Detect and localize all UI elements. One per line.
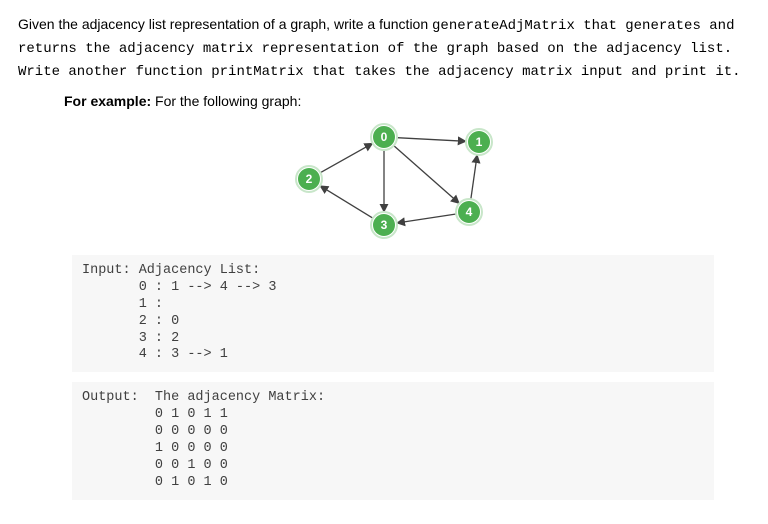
code-printMatrix: printMatrix <box>211 64 303 80</box>
edge <box>394 146 460 204</box>
graph-node-label: 2 <box>306 172 313 186</box>
output-block: Output: The adjacency Matrix: 0 1 0 1 1 … <box>72 382 714 499</box>
edge <box>397 138 466 142</box>
edge <box>320 186 373 218</box>
edge <box>471 155 477 199</box>
prompt-part1: Given the adjacency list representation … <box>18 16 432 32</box>
graph-node-label: 1 <box>476 135 483 149</box>
problem-statement: Given the adjacency list representation … <box>18 14 750 83</box>
edge <box>397 214 456 223</box>
graph-node-label: 0 <box>381 130 388 144</box>
graph-svg: 0 1 2 3 4 <box>254 117 514 247</box>
example-label: For example: For the following graph: <box>64 93 750 109</box>
graph-figure: 0 1 2 3 4 <box>18 117 750 247</box>
example-bold: For example: <box>64 93 151 109</box>
input-block: Input: Adjacency List: 0 : 1 --> 4 --> 3… <box>72 255 714 372</box>
prompt-part3: that takes the adjacency matrix input an… <box>304 64 741 80</box>
code-generateAdjMatrix: generateAdjMatrix <box>432 18 575 34</box>
example-rest: For the following graph: <box>151 93 301 109</box>
edge <box>320 143 372 172</box>
graph-node-label: 4 <box>466 205 473 219</box>
graph-node-label: 3 <box>381 218 388 232</box>
